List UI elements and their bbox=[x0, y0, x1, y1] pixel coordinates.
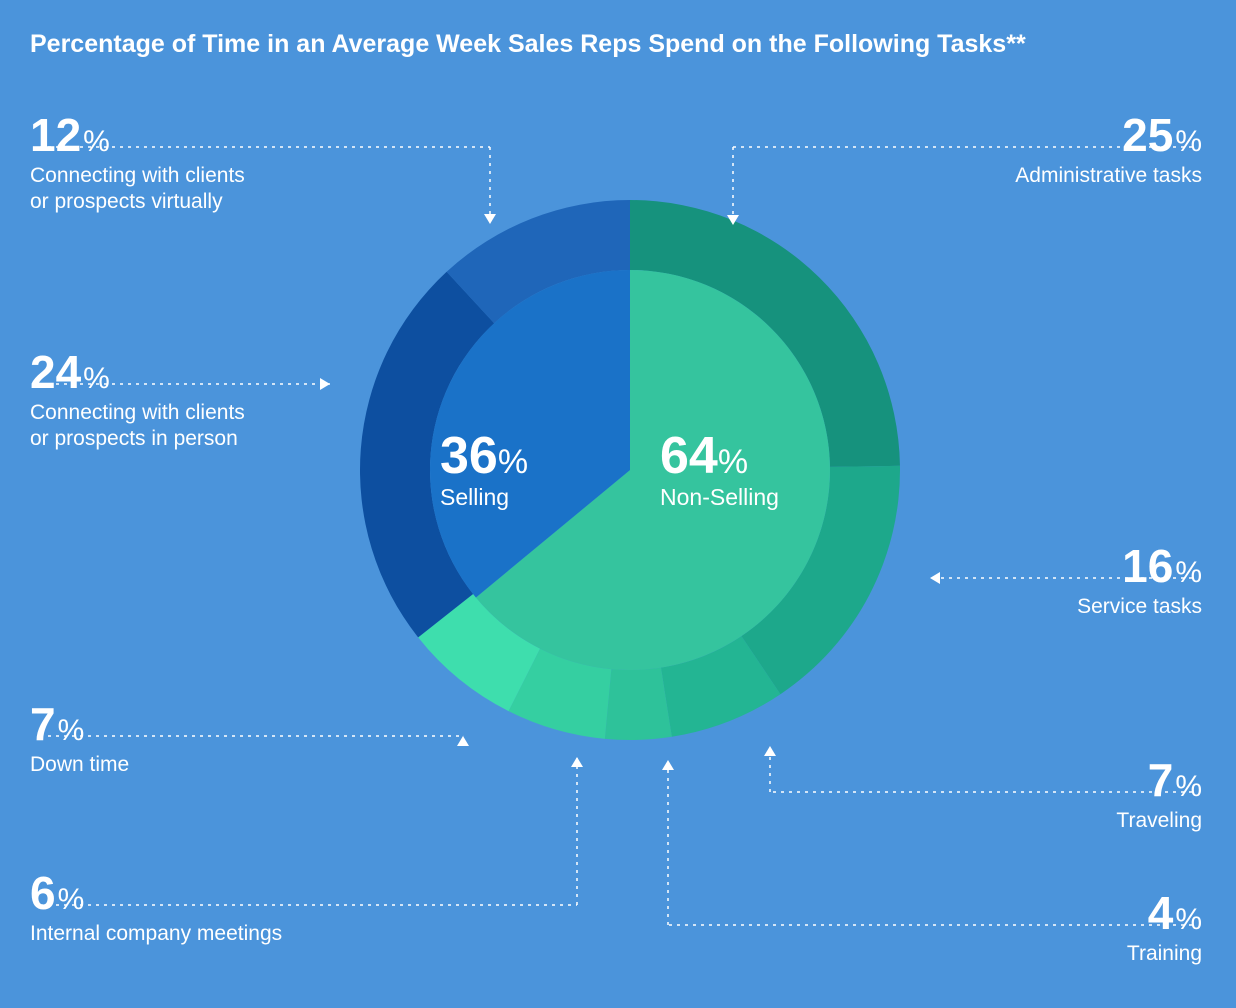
pct-symbol: % bbox=[58, 714, 85, 747]
pct-symbol: % bbox=[58, 883, 85, 916]
callout-virtual: 12% Connecting with clients or prospects… bbox=[30, 112, 245, 216]
callout-service-label: Service tasks bbox=[1077, 594, 1202, 620]
callout-traveling-label: Traveling bbox=[1116, 808, 1202, 834]
pct-symbol: % bbox=[1175, 125, 1202, 158]
callout-meetings-value: 6 bbox=[30, 867, 56, 919]
center-nonselling-value: 64 bbox=[660, 427, 718, 485]
callout-service-value: 16 bbox=[1122, 540, 1173, 592]
callout-service: 16% Service tasks bbox=[1077, 543, 1202, 620]
callout-admin-label: Administrative tasks bbox=[1015, 163, 1202, 189]
callout-admin: 25% Administrative tasks bbox=[1015, 112, 1202, 189]
pct-symbol: % bbox=[1175, 556, 1202, 589]
center-nonselling-symbol: % bbox=[718, 443, 748, 481]
callout-traveling-value: 7 bbox=[1148, 754, 1174, 806]
callout-inperson-label: Connecting with clients or prospects in … bbox=[30, 400, 245, 453]
callout-downtime-value: 7 bbox=[30, 698, 56, 750]
callout-downtime: 7% Down time bbox=[30, 701, 129, 778]
callout-training-label: Training bbox=[1127, 941, 1202, 967]
center-selling-value: 36 bbox=[440, 427, 498, 485]
callout-inperson: 24% Connecting with clients or prospects… bbox=[30, 349, 245, 453]
callout-admin-value: 25 bbox=[1122, 109, 1173, 161]
callout-downtime-label: Down time bbox=[30, 752, 129, 778]
callout-meetings-label: Internal company meetings bbox=[30, 921, 282, 947]
pct-symbol: % bbox=[1175, 903, 1202, 936]
center-label-nonselling: 64% Non-Selling bbox=[660, 430, 779, 511]
callout-traveling: 7% Traveling bbox=[1116, 757, 1202, 834]
callout-meetings: 6% Internal company meetings bbox=[30, 870, 282, 947]
center-selling-symbol: % bbox=[498, 443, 528, 481]
pct-symbol: % bbox=[83, 125, 110, 158]
callout-training-value: 4 bbox=[1148, 887, 1174, 939]
pct-symbol: % bbox=[83, 362, 110, 395]
center-nonselling-text: Non-Selling bbox=[660, 484, 779, 511]
callout-virtual-value: 12 bbox=[30, 109, 81, 161]
center-label-selling: 36% Selling bbox=[440, 430, 528, 511]
callout-training: 4% Training bbox=[1127, 890, 1202, 967]
center-selling-text: Selling bbox=[440, 484, 528, 511]
pct-symbol: % bbox=[1175, 770, 1202, 803]
callout-virtual-label: Connecting with clients or prospects vir… bbox=[30, 163, 245, 216]
callout-inperson-value: 24 bbox=[30, 346, 81, 398]
